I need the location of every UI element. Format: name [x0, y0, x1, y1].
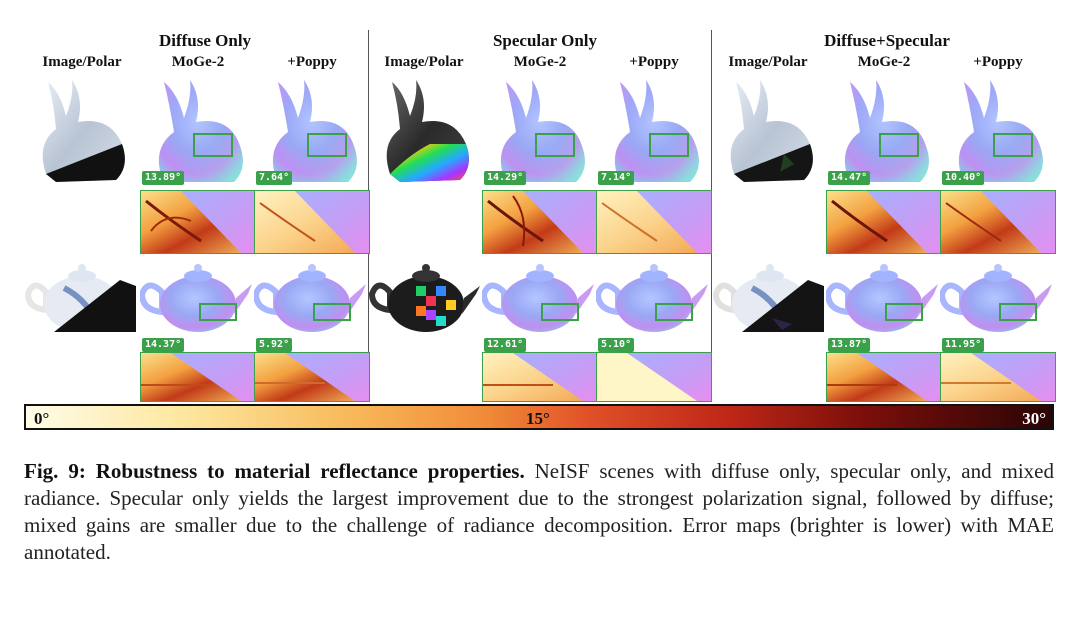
- col-label: +Poppy: [973, 54, 1023, 70]
- error-colorbar: 0° 15° 30°: [24, 404, 1054, 430]
- bunny-input-polar: [370, 74, 486, 184]
- col-label: +Poppy: [629, 54, 679, 70]
- mae-badge: 7.64°: [256, 171, 293, 185]
- mae-badge: 10.40°: [942, 171, 985, 185]
- mae-badge: 14.37°: [142, 338, 185, 352]
- col-label: Image/Polar: [42, 54, 122, 70]
- caption-title: Robustness to material reflectance prope…: [95, 459, 525, 483]
- col-label: Image/Polar: [384, 54, 464, 70]
- bunny-normal-moge: 14.47°: [828, 74, 944, 185]
- col-label: MoGe-2: [857, 54, 911, 70]
- teapot-error-crop: [940, 352, 1056, 402]
- col-label: Image/Polar: [728, 54, 808, 70]
- mae-badge: 5.92°: [256, 338, 293, 352]
- bunny-normal-poppy: 10.40°: [942, 74, 1058, 185]
- teapot-input-polar: [712, 258, 828, 368]
- bunny-normal-moge: 14.29°: [484, 74, 600, 185]
- colorbar-max-label: 30°: [1022, 409, 1046, 428]
- bunny-normal-poppy: 7.64°: [256, 74, 372, 185]
- bunny-input-polar: [26, 74, 142, 184]
- teapot-error-crop: [596, 352, 712, 402]
- mae-badge: 11.95°: [942, 338, 985, 352]
- mae-badge: 12.61°: [484, 338, 527, 352]
- group-title-diffuse: Diffuse Only: [158, 31, 252, 50]
- bunny-input-polar: [714, 74, 830, 184]
- bunny-normal-moge: 13.89°: [142, 74, 258, 185]
- figure-caption: Fig. 9: Robustness to material reflectan…: [24, 458, 1054, 566]
- colorbar-min-label: 0°: [34, 409, 50, 428]
- colorbar-mid-label: 15°: [526, 409, 550, 428]
- teapot-error-crop: [826, 352, 942, 402]
- teapot-normal-moge: 14.37°: [140, 258, 256, 368]
- bunny-normal-poppy: 7.14°: [598, 74, 714, 185]
- col-label: MoGe-2: [171, 54, 225, 70]
- group-title-specular: Specular Only: [492, 31, 598, 50]
- bunny-error-crop: [596, 190, 712, 254]
- teapot-input-polar: [368, 258, 484, 368]
- mae-badge: 14.47°: [828, 171, 871, 185]
- bunny-error-crop: [140, 190, 256, 254]
- group-title-mixed: Diffuse+Specular: [824, 31, 950, 50]
- teapot-normal-moge: 12.61°: [482, 258, 598, 368]
- teapot-normal-moge: 13.87°: [826, 258, 942, 368]
- bunny-error-crop: [826, 190, 942, 254]
- teapot-error-crop: [482, 352, 598, 402]
- bunny-error-crop: [940, 190, 1056, 254]
- col-label: +Poppy: [287, 54, 337, 70]
- mae-badge: 14.29°: [484, 171, 527, 185]
- teapot-error-crop: [254, 352, 370, 402]
- caption-label: Fig. 9:: [24, 459, 86, 483]
- bunny-error-crop: [254, 190, 370, 254]
- bunny-error-crop: [482, 190, 598, 254]
- caption-body: NeISF scenes with diffuse only, specular…: [24, 459, 1054, 564]
- mae-badge: 13.89°: [142, 171, 185, 185]
- teapot-error-crop: [140, 352, 256, 402]
- mae-badge: 7.14°: [598, 171, 635, 185]
- teapot-normal-poppy: 5.10°: [596, 258, 712, 368]
- mae-badge: 13.87°: [828, 338, 871, 352]
- col-label: MoGe-2: [513, 54, 567, 70]
- teapot-normal-poppy: 11.95°: [940, 258, 1056, 368]
- teapot-input-polar: [24, 258, 140, 368]
- teapot-normal-poppy: 5.92°: [254, 258, 370, 368]
- mae-badge: 5.10°: [598, 338, 635, 352]
